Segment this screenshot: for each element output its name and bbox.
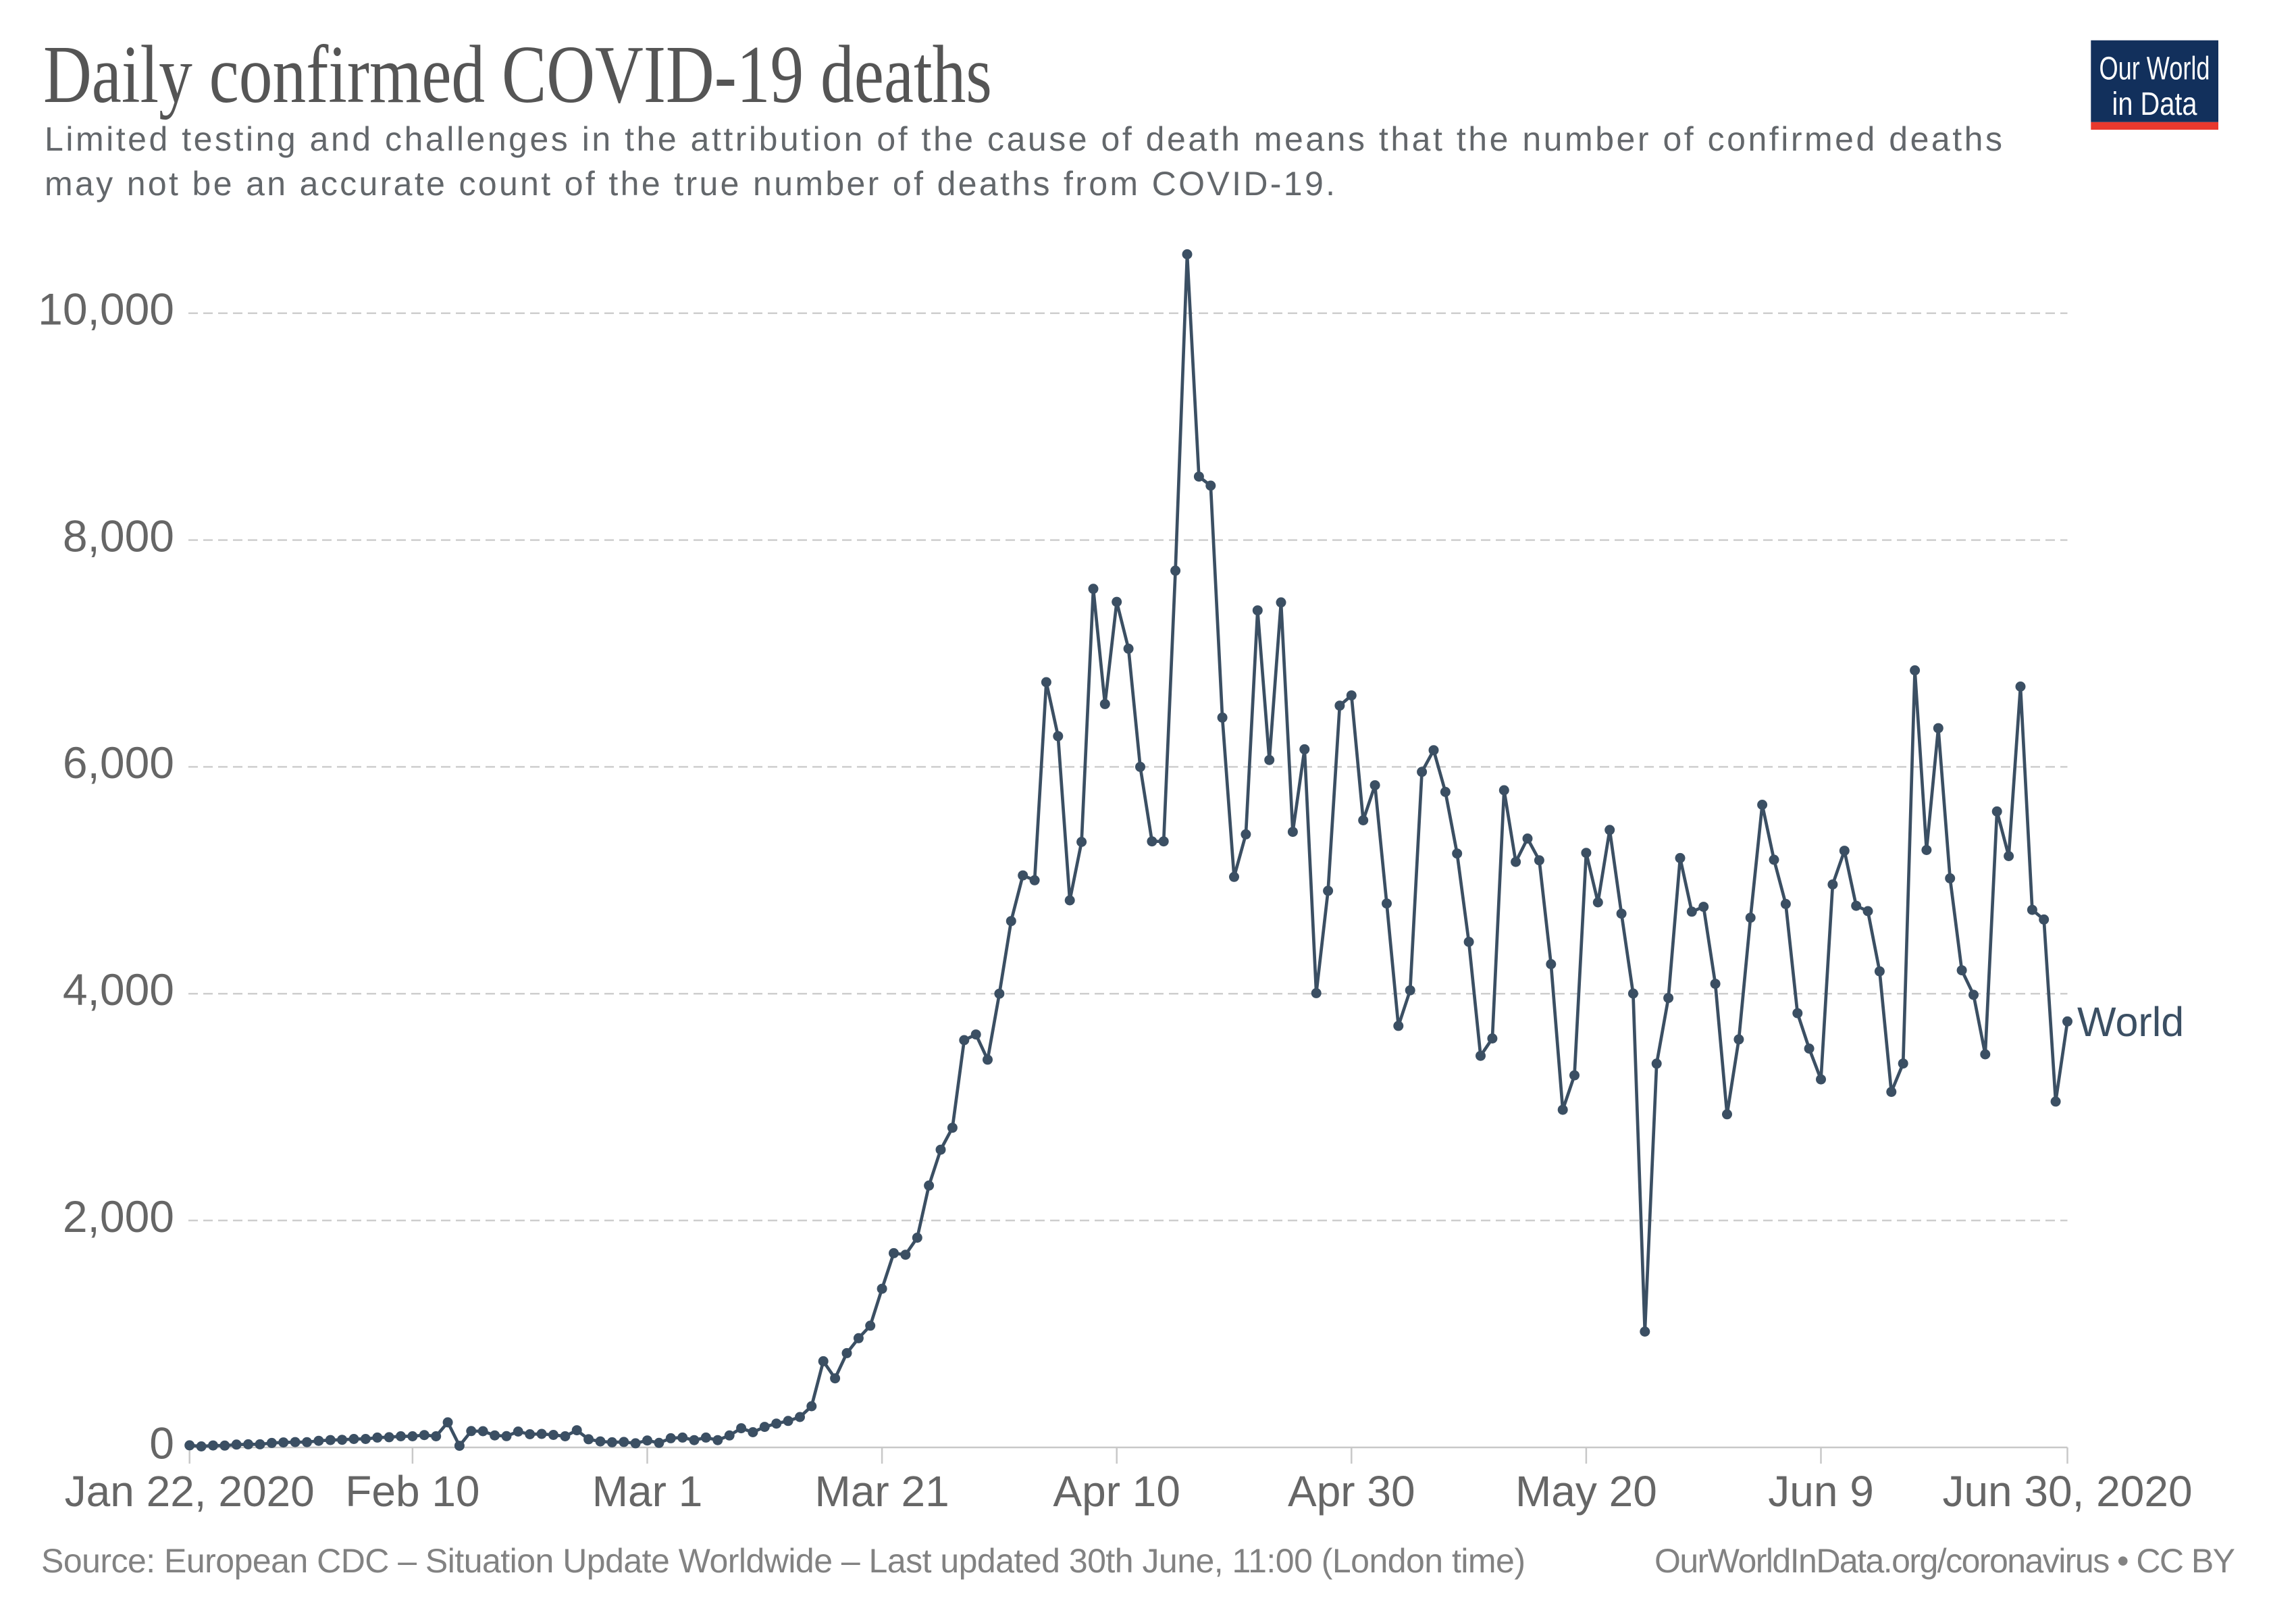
- svg-text:Daily confirmed COVID-19 death: Daily confirmed COVID-19 deaths: [43, 29, 992, 120]
- svg-text:Apr 10: Apr 10: [1053, 1467, 1180, 1516]
- svg-text:2,000: 2,000: [63, 1191, 174, 1241]
- svg-text:in Data: in Data: [2112, 86, 2197, 122]
- svg-text:May 20: May 20: [1515, 1467, 1657, 1516]
- svg-text:Source: European CDC – Situati: Source: European CDC – Situation Update …: [41, 1542, 1525, 1580]
- svg-text:6,000: 6,000: [63, 738, 174, 788]
- svg-text:Mar 21: Mar 21: [815, 1467, 949, 1516]
- svg-text:10,000: 10,000: [38, 284, 174, 334]
- svg-text:0: 0: [149, 1418, 174, 1468]
- svg-text:Limited testing and challenges: Limited testing and challenges in the at…: [45, 120, 2002, 158]
- svg-text:Jun 9: Jun 9: [1768, 1467, 1874, 1516]
- svg-text:OurWorldInData.org/coronavirus: OurWorldInData.org/coronavirus • CC BY: [1654, 1542, 2235, 1580]
- svg-text:Jun 30, 2020: Jun 30, 2020: [1942, 1467, 2192, 1516]
- svg-text:4,000: 4,000: [63, 964, 174, 1014]
- svg-text:Jan 22, 2020: Jan 22, 2020: [65, 1467, 315, 1516]
- svg-text:Our World: Our World: [2099, 51, 2210, 87]
- svg-text:Feb 10: Feb 10: [345, 1467, 479, 1516]
- svg-text:World: World: [2077, 999, 2184, 1045]
- svg-text:Mar 1: Mar 1: [592, 1467, 703, 1516]
- svg-text:8,000: 8,000: [63, 511, 174, 561]
- svg-text:may not be an accurate count o: may not be an accurate count of the true…: [45, 165, 1335, 203]
- svg-text:Apr 30: Apr 30: [1288, 1467, 1415, 1516]
